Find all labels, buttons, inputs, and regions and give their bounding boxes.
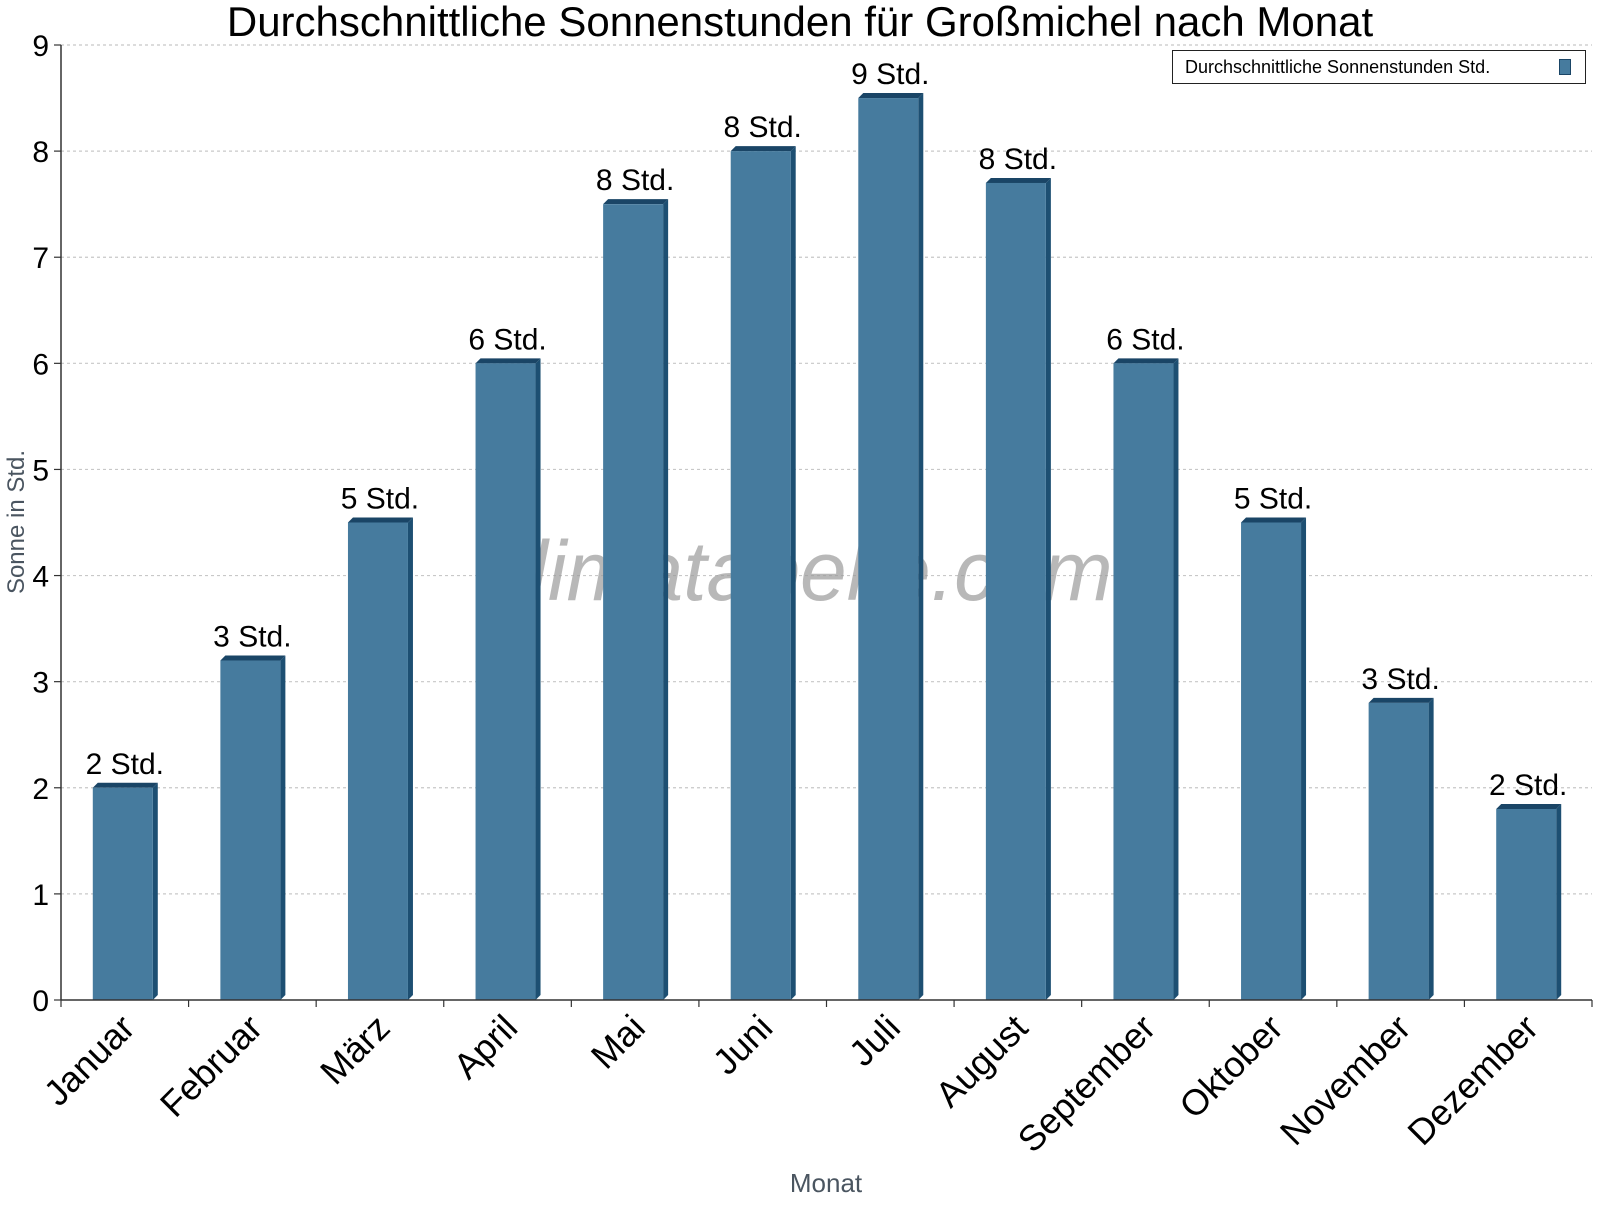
x-tick-label: Juni [705,1007,781,1083]
bar-side [535,358,541,1000]
y-tick-label: 5 [32,454,49,487]
legend-label: Durchschnittliche Sonnenstunden Std. [1185,56,1491,77]
bar-top [347,517,413,523]
bar-side [663,199,669,1000]
bar-group: 3 Std. [213,620,292,1000]
y-tick-label: 7 [32,242,49,275]
x-tick-label: Dezember [1399,1007,1545,1153]
y-tick-label: 1 [32,879,49,912]
bar-group: 8 Std. [724,111,802,1001]
bar-group: 3 Std. [1361,663,1440,1000]
chart-title: Durchschnittliche Sonnenstunden für Groß… [227,0,1374,45]
bar [603,204,664,1000]
bar-data-label: 6 Std. [468,323,546,356]
bar-side [1301,517,1307,1000]
x-tick-label: Januar [36,1007,143,1114]
bar [220,660,281,1000]
bar-data-label: 9 Std. [851,58,929,91]
x-tick-label: April [445,1007,525,1087]
bar [1496,809,1557,1000]
bar-top [603,199,669,205]
bar-group: 8 Std. [979,143,1057,1000]
bar-data-label: 8 Std. [979,143,1057,176]
y-tick-label: 3 [32,667,49,700]
bar [475,363,536,1000]
bar [1241,522,1302,1000]
x-tick-label: Mai [583,1007,653,1077]
bar-group: 2 Std. [86,748,164,1000]
bar-side [1173,358,1179,1000]
bar-data-label: 8 Std. [596,164,674,197]
bar-group: 5 Std. [1234,483,1312,1000]
bar-group: 2 Std. [1489,769,1567,1000]
y-tick-label: 8 [32,136,49,169]
bar-top [220,655,286,661]
y-tick-label: 6 [32,348,49,381]
bar-data-label: 2 Std. [86,748,164,781]
bar-data-label: 2 Std. [1489,769,1567,802]
bar-side [790,146,796,1001]
bar-top [92,782,158,788]
bar-side [1045,177,1051,1000]
bar-side [280,655,286,1000]
bar [858,98,919,1001]
x-tick-label: September [1010,1007,1164,1161]
bar [1113,363,1174,1000]
y-tick-label: 2 [32,773,49,806]
bar [985,182,1046,1000]
bar-side [918,93,924,1001]
x-tick-label: November [1272,1007,1418,1153]
legend-swatch [1559,59,1571,75]
bar-side [1428,697,1434,1000]
x-tick-label: Juli [841,1007,908,1074]
bar-top [730,146,796,152]
bar-group: 6 Std. [468,323,547,1000]
bar-side [1556,804,1562,1000]
bar-data-label: 8 Std. [724,111,802,144]
y-tick-label: 9 [32,30,49,63]
legend: Durchschnittliche Sonnenstunden Std. [1172,50,1586,84]
bar-top [1113,358,1179,364]
bar-side [407,517,413,1000]
bar-data-label: 3 Std. [1361,663,1439,696]
y-axis-label: Sonne in Std. [3,450,30,594]
x-tick-label: Februar [152,1007,270,1125]
bar [730,151,791,1001]
x-axis-label: Monat [790,1168,863,1198]
bar-side [152,782,158,1000]
x-tick-label: März [312,1007,398,1093]
bar-group: 8 Std. [596,164,674,1000]
bar-group: 5 Std. [341,483,419,1000]
bar-data-label: 6 Std. [1106,323,1184,356]
x-tick-label: Oktober [1171,1007,1291,1127]
bar [92,787,153,1000]
bar-top [1496,804,1562,809]
bar-group: 6 Std. [1106,323,1185,1000]
bar-data-label: 5 Std. [341,483,419,516]
y-tick-label: 0 [32,985,49,1018]
bar-data-label: 5 Std. [1234,483,1312,516]
bar-top [985,177,1051,183]
bar-top [1368,697,1434,703]
bar [1368,702,1429,1000]
bar [347,522,408,1000]
x-tick-label: August [927,1007,1035,1115]
bar-top [475,358,541,364]
bar-top [858,93,924,99]
bar-data-label: 3 Std. [213,620,291,653]
bar-top [1241,517,1307,523]
y-tick-label: 4 [32,561,49,594]
bar-group: 9 Std. [851,58,929,1001]
